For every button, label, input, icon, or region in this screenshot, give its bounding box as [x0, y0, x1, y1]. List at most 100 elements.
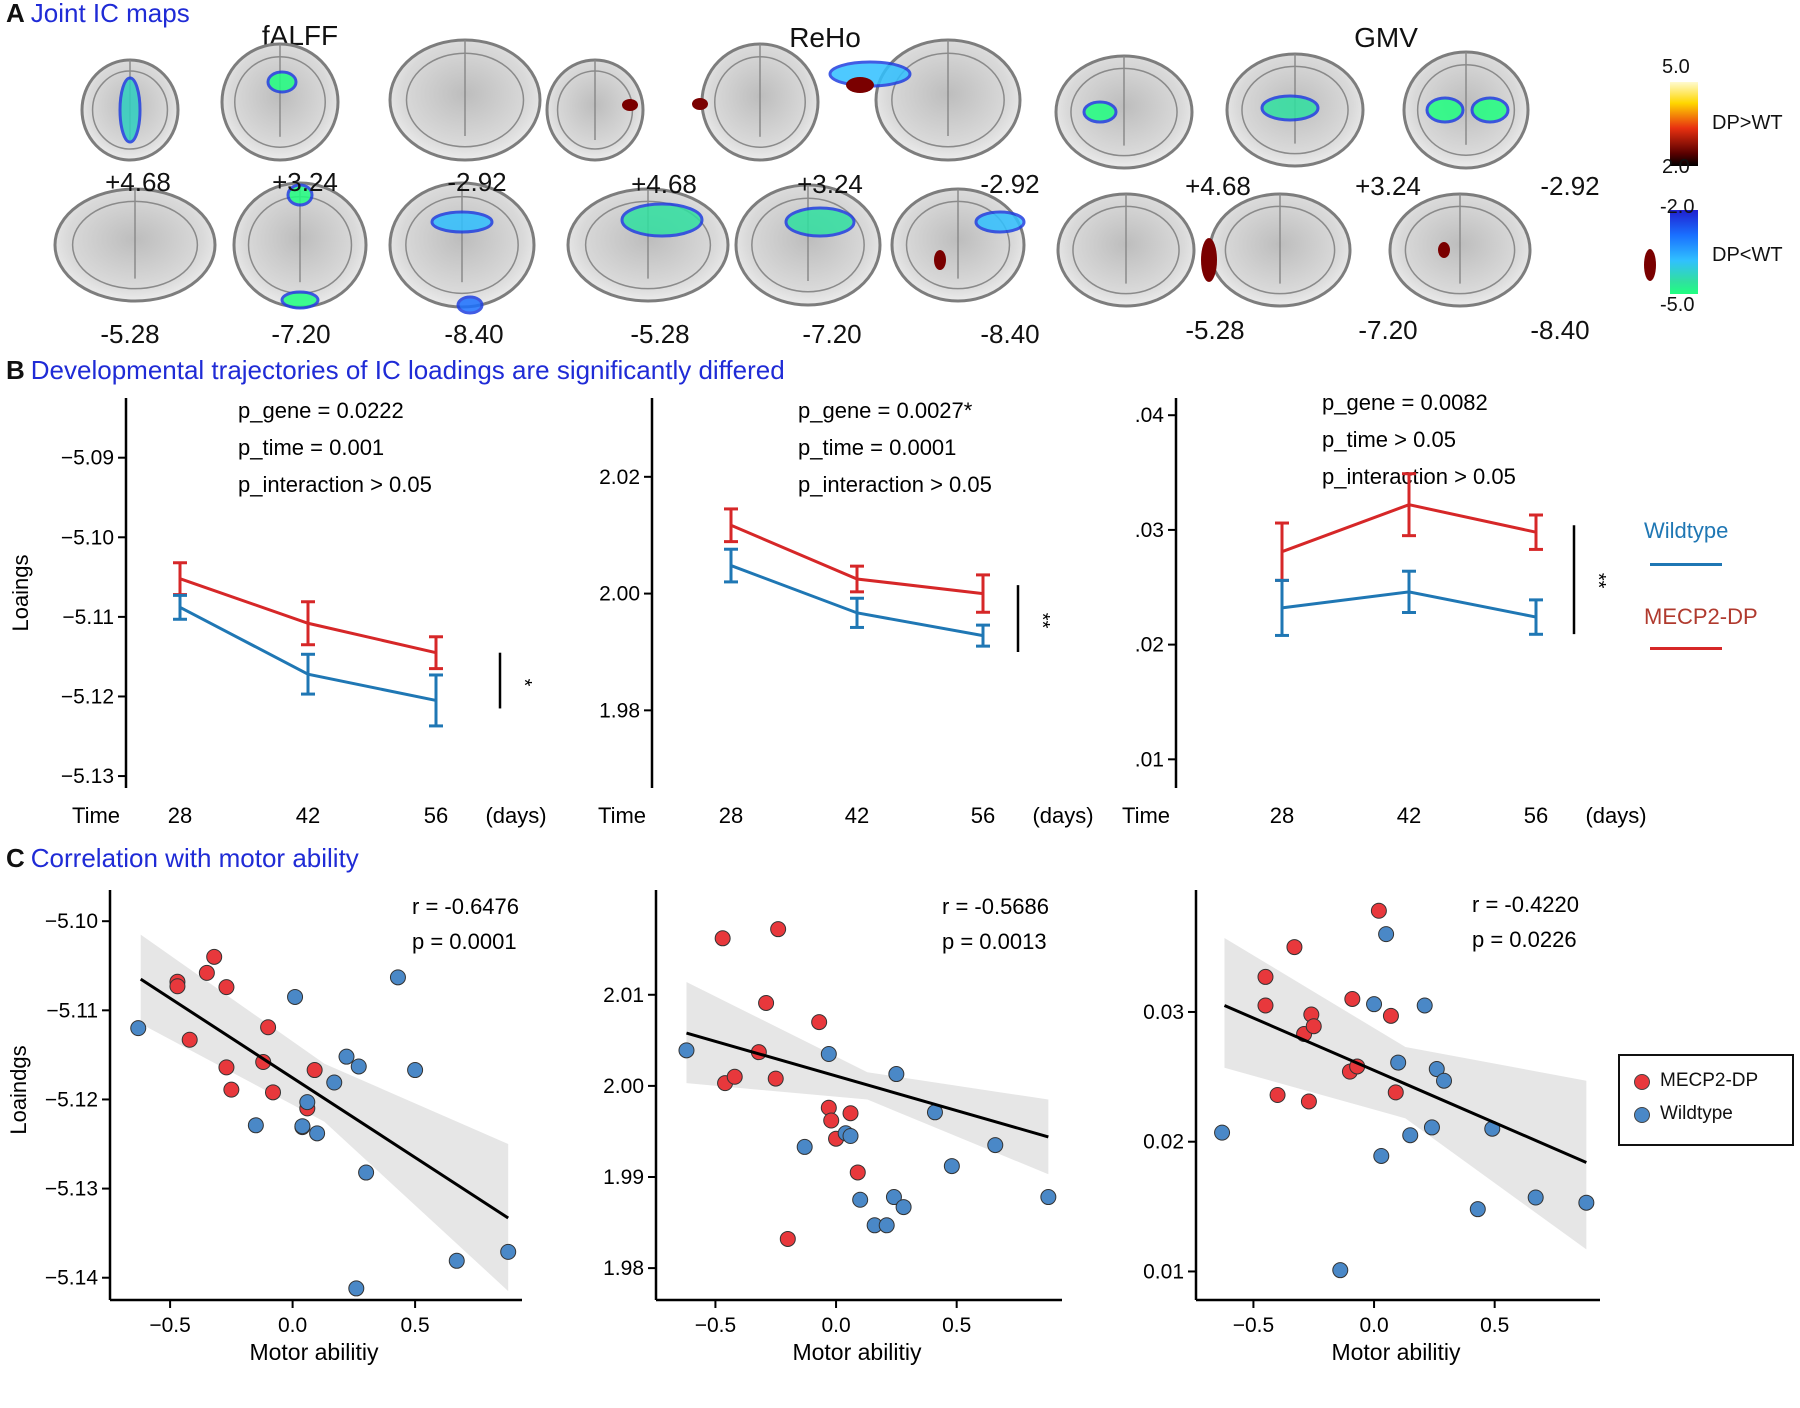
c1-fit-line: [139, 977, 510, 1220]
activation-blob-8: [280, 290, 320, 310]
panel-a-letter: A: [6, 0, 25, 28]
b2-days-label: (days): [1032, 803, 1093, 828]
b2-xtick-label: 56: [971, 803, 995, 828]
b3-days-label: (days): [1585, 803, 1646, 828]
c1-point-wildtype: [299, 1094, 316, 1111]
c2-point-mecp2: [849, 1164, 866, 1181]
activation-red-2: [846, 77, 874, 93]
b1-stat: p_gene = 0.0222: [238, 398, 404, 423]
b3-ytick-label: .04: [1135, 404, 1165, 427]
c1-point-wildtype: [287, 988, 304, 1005]
brain-maps: [53, 38, 1698, 315]
coord-reho-bot-3: -8.40: [980, 319, 1040, 349]
activation-blob-5: [1425, 96, 1465, 124]
activation-blob-9: [430, 210, 494, 234]
activation-red-1: [692, 98, 708, 110]
coord-falff-top-1: +4.68: [105, 167, 171, 197]
c3-ytick-label: 0.02: [1143, 1131, 1184, 1154]
c3-stat: p = 0.0226: [1472, 927, 1577, 952]
c2-point-wildtype: [943, 1158, 960, 1175]
c3-point-wildtype: [1214, 1124, 1231, 1141]
c3-ytick-label: 0.03: [1143, 1001, 1184, 1024]
b1-ytick-label: −5.10: [61, 526, 114, 549]
coord-reho-top-3: -2.92: [980, 169, 1040, 199]
coord-falff-bot-2: -7.20: [271, 319, 331, 349]
c1-point-mecp2: [198, 964, 215, 981]
c1-point-mecp2: [306, 1062, 323, 1079]
c1-point-mecp2: [218, 1059, 235, 1076]
c2-point-mecp2: [823, 1112, 840, 1129]
panel-b-title: Developmental trajectories of IC loading…: [30, 355, 785, 385]
coord-falff-bot-1: -5.28: [100, 319, 160, 349]
b1-stat: p_time = 0.001: [238, 435, 384, 460]
c2-point-mecp2: [714, 930, 731, 947]
c1-point-mecp2: [265, 1084, 281, 1101]
panel-c-header: C Correlation with motor ability: [6, 843, 359, 874]
c1-point-wildtype: [338, 1048, 355, 1065]
activation-blob-6: [1470, 96, 1510, 124]
b2-sig-star: **: [1031, 613, 1053, 629]
panel-b-charts: −5.13 −5.12 −5.11 −5.10 −5.09 Time 28 42 56 (days…: [8, 390, 1647, 828]
coord-reho-bot-2: -7.20: [802, 319, 862, 349]
colorbar-positive: [1670, 82, 1698, 166]
c3-point-mecp2: [1257, 997, 1274, 1014]
c1-point-wildtype: [309, 1125, 326, 1142]
b-ylabel: Loaings: [8, 554, 33, 631]
c1-xtick-label: 0.0: [278, 1314, 307, 1337]
c3-xlabel: Motor abilitiy: [1331, 1339, 1461, 1365]
c-ylabel: Loaindgs: [6, 1045, 31, 1134]
coord-gmv-top-3: -2.92: [1540, 171, 1600, 201]
activation-blob-13: [974, 210, 1026, 234]
c1-point-wildtype: [326, 1074, 343, 1091]
c1-xtick-label: 0.5: [400, 1314, 429, 1337]
activation-red-4: [1201, 238, 1217, 282]
b2-ytick-label: 2.00: [599, 583, 640, 606]
activation-blob-0: [118, 76, 142, 144]
c1-point-wildtype: [407, 1062, 424, 1079]
c3-point-mecp2: [1286, 939, 1303, 956]
c3-xtick-label: 0.5: [1480, 1314, 1509, 1337]
c2-ytick-label: 1.99: [603, 1166, 644, 1189]
c1-ytick-label: −5.10: [45, 910, 98, 933]
b1-xtick-label: 56: [424, 803, 448, 828]
c3-point-wildtype: [1332, 1262, 1349, 1279]
panel-c-letter: C: [6, 843, 25, 873]
b3-ytick-label: .02: [1135, 634, 1164, 657]
c3-point-mecp2: [1344, 990, 1361, 1007]
c3-ytick-label: 0.01: [1143, 1260, 1184, 1283]
c1-ytick-label: −5.13: [45, 1178, 98, 1201]
legend-c-mecp2-dot: [1634, 1074, 1650, 1090]
b3-stat: p_interaction > 0.05: [1322, 464, 1516, 489]
c1-stat: p = 0.0001: [412, 929, 517, 954]
c2-point-wildtype: [678, 1042, 695, 1059]
c1-point-wildtype: [389, 969, 406, 986]
c1-point-wildtype: [348, 1280, 365, 1297]
c1-point-wildtype: [247, 1117, 264, 1134]
c3-point-mecp2: [1300, 1093, 1317, 1110]
c1-point-mecp2: [181, 1031, 198, 1048]
c2-fit-line: [686, 1031, 1049, 1139]
c1-point-wildtype: [294, 1118, 311, 1135]
coord-gmv-top-2: +3.24: [1355, 171, 1421, 201]
b1-time-label: Time: [72, 803, 120, 828]
c1-point-wildtype: [500, 1243, 517, 1260]
b1-sig-star: *: [513, 679, 535, 687]
b2-stat: p_gene = 0.0027*: [798, 398, 973, 423]
c2-point-wildtype: [820, 1046, 837, 1062]
c2-point-wildtype: [888, 1066, 905, 1083]
coord-falff-top-3: -2.92: [447, 167, 507, 197]
c3-point-wildtype: [1378, 926, 1395, 943]
c1-point-mecp2: [169, 978, 186, 995]
c2-point-mecp2: [758, 994, 775, 1011]
c1-point-wildtype: [448, 1252, 465, 1269]
legend-c: MECP2-DP Wildtype: [1618, 1054, 1794, 1146]
c2-point-wildtype: [885, 1189, 902, 1206]
c3-point-mecp2: [1370, 902, 1387, 919]
c2-xtick-label: 0.5: [942, 1314, 971, 1337]
activation-blob-4: [1260, 94, 1320, 122]
c1-xlabel: Motor abilitiy: [249, 1339, 379, 1365]
activation-blob-1: [266, 70, 298, 94]
c1-xtick-label: −0.5: [149, 1314, 190, 1337]
legend-c-mecp2-label: MECP2-DP: [1660, 1070, 1759, 1091]
legend-b-mecp2-line: [1650, 647, 1722, 650]
